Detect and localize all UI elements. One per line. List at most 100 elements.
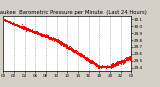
Point [14,23,17,25]
Point [37,32,40,33]
Point [109,66,112,68]
Point [47,37,50,38]
Point [113,64,115,65]
Point [41,34,44,36]
Point [8,21,11,23]
Point [8,21,11,22]
Point [97,66,99,67]
Point [49,37,51,38]
Point [120,61,122,62]
Point [99,66,102,67]
Point [84,57,87,58]
Point [125,57,128,59]
Point [128,57,130,59]
Point [39,32,42,34]
Point [65,46,68,47]
Point [12,23,14,25]
Point [124,60,127,61]
Point [26,28,29,30]
Point [122,61,125,62]
Point [46,37,49,38]
Point [79,52,82,54]
Point [47,37,50,38]
Point [26,29,28,30]
Point [114,64,117,66]
Point [110,64,112,66]
Point [2,19,5,20]
Point [79,54,81,55]
Point [112,62,114,63]
Point [129,57,132,58]
Point [68,49,71,50]
Point [39,34,41,35]
Point [44,35,46,37]
Point [96,65,99,67]
Point [35,30,38,32]
Point [73,50,76,52]
Point [109,66,111,68]
Point [101,66,103,67]
Point [72,49,74,50]
Point [105,65,107,67]
Point [94,62,97,64]
Point [129,56,132,58]
Point [64,44,67,45]
Point [29,29,31,30]
Point [12,23,14,24]
Point [6,20,8,22]
Point [113,66,116,67]
Point [27,29,29,30]
Point [63,45,66,46]
Point [5,21,8,22]
Point [93,62,95,64]
Point [123,59,125,60]
Point [92,61,94,62]
Point [61,42,64,44]
Point [54,39,57,41]
Point [5,20,8,22]
Point [88,60,91,61]
Point [50,37,52,38]
Point [25,28,28,30]
Point [48,36,51,38]
Point [18,26,21,28]
Point [56,38,58,40]
Point [31,31,34,32]
Point [57,40,59,41]
Point [58,42,61,43]
Point [108,66,111,67]
Point [21,26,23,27]
Point [122,61,124,63]
Point [125,59,127,61]
Point [55,39,58,40]
Point [111,65,114,66]
Point [110,66,113,67]
Point [52,40,55,41]
Point [51,38,53,39]
Point [31,30,34,31]
Point [80,54,82,56]
Point [86,58,88,60]
Point [128,58,131,59]
Point [60,42,62,44]
Point [76,53,79,55]
Point [80,55,83,57]
Point [20,27,23,28]
Point [123,60,126,61]
Point [90,61,93,63]
Point [92,61,94,62]
Point [75,52,78,53]
Point [102,66,104,68]
Point [106,66,109,67]
Point [125,57,127,58]
Point [71,49,74,51]
Point [128,56,131,57]
Point [59,42,62,43]
Point [106,65,108,67]
Point [50,38,53,39]
Point [96,65,98,66]
Point [34,31,36,32]
Point [78,52,80,54]
Point [109,66,112,67]
Point [23,27,25,29]
